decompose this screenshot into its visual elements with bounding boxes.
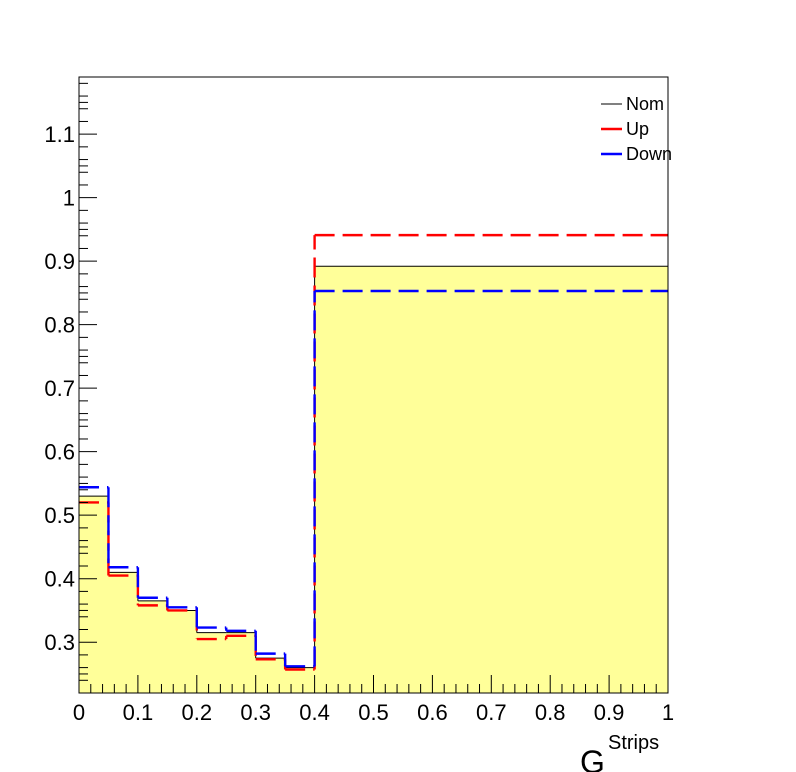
x-tick-label: 0.4	[299, 700, 330, 725]
legend-label-down: Down	[626, 144, 672, 164]
y-tick-label: 0.3	[44, 630, 75, 655]
x-tick-label: 0.2	[182, 700, 213, 725]
x-tick-label: 0.6	[417, 700, 448, 725]
x-tick-label: 1	[662, 700, 674, 725]
legend-label-up: Up	[626, 119, 649, 139]
x-tick-label: 0.5	[358, 700, 389, 725]
x-axis-title: G Strips	[580, 732, 659, 772]
legend: Nom Up Down	[601, 94, 672, 164]
y-tick-label: 0.4	[44, 567, 75, 592]
x-tick-label: 0.3	[240, 700, 271, 725]
x-axis-title-main: G	[580, 744, 605, 772]
plot-lines-layer	[79, 233, 668, 671]
y-tick-label: 0.7	[44, 376, 75, 401]
y-tick-label: 0.9	[44, 249, 75, 274]
axis-ticks	[78, 82, 669, 694]
plot-fill-layer	[79, 266, 668, 693]
x-tick-label: 0	[73, 700, 85, 725]
nom-fill-area	[79, 266, 668, 693]
y-tick-label: 0.8	[44, 313, 75, 338]
y-tick-label: 1	[63, 186, 75, 211]
legend-label-nom: Nom	[626, 94, 664, 114]
x-tick-label: 0.7	[476, 700, 507, 725]
y-tick-label: 0.5	[44, 503, 75, 528]
x-tick-label: 0.9	[594, 700, 625, 725]
x-tick-labels: 0 0.1 0.2 0.3 0.4 0.5 0.6 0.7 0.8 0.9 1	[73, 700, 674, 725]
x-tick-label: 0.8	[535, 700, 566, 725]
x-tick-label: 0.1	[123, 700, 154, 725]
y-tick-label: 0.6	[44, 440, 75, 465]
series-down	[79, 289, 668, 668]
y-tick-label: 1.1	[44, 122, 75, 147]
y-tick-labels: 0.3 0.4 0.5 0.6 0.7 0.8 0.9 1 1.1	[44, 122, 75, 655]
x-axis-title-superscript: Strips	[608, 732, 659, 754]
